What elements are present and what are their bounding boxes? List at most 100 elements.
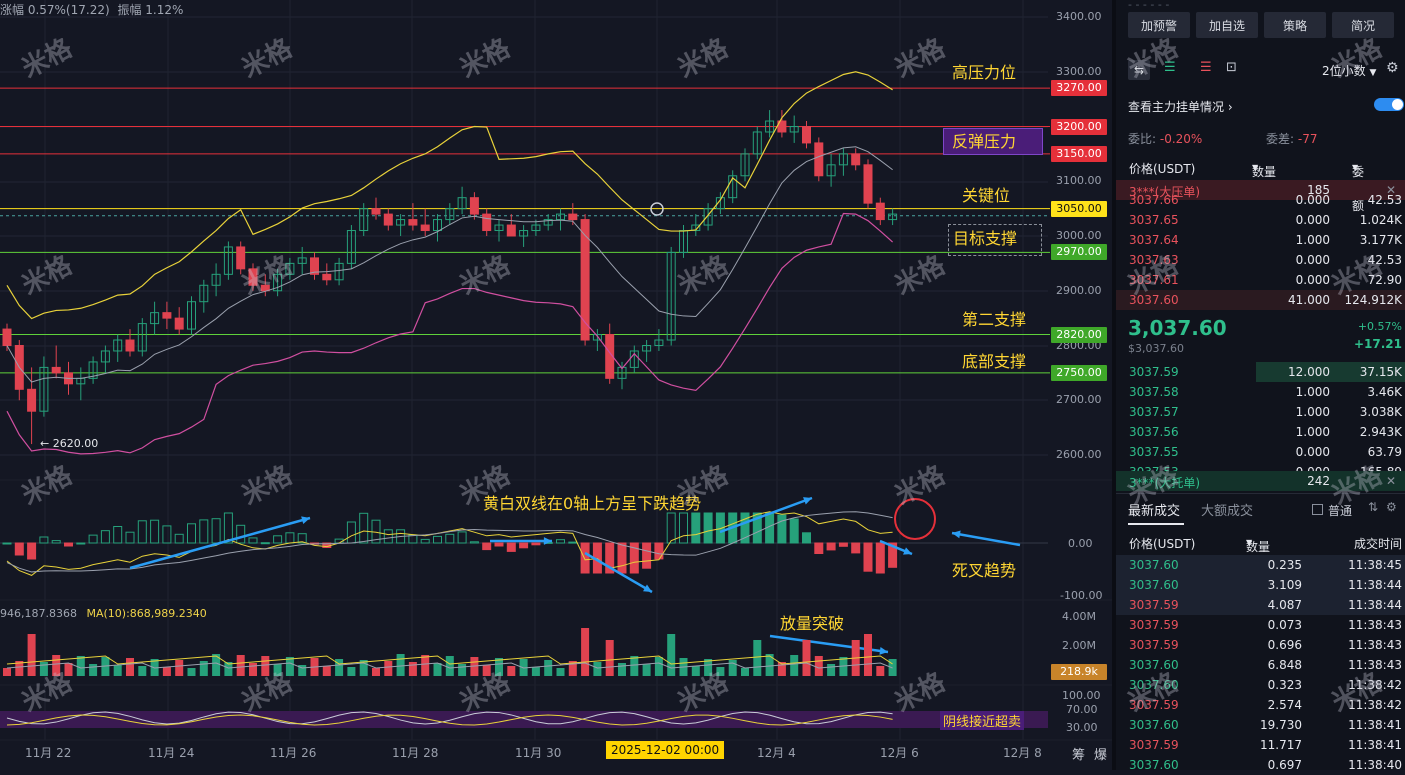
candle-body bbox=[396, 219, 406, 226]
candle-body bbox=[568, 213, 578, 221]
trade-row[interactable]: 3037.60 19.730 11:38:41 bbox=[1116, 715, 1405, 735]
annotation-second-support: 第二支撑 bbox=[962, 310, 1027, 329]
view-bids-icon[interactable]: ☰ bbox=[1164, 60, 1176, 75]
volume-bar bbox=[396, 654, 405, 676]
ask-row[interactable]: 3037.61 0.000 72.90 bbox=[1116, 270, 1405, 290]
volume-bar bbox=[138, 666, 147, 676]
trades-header: 价格(USDT) 数量(ETH) ▼ 成交时间 bbox=[1116, 532, 1405, 569]
trade-price: 3037.60 bbox=[1129, 578, 1179, 592]
trade-row[interactable]: 3037.59 11.717 11:38:41 bbox=[1116, 735, 1405, 755]
macd-bar bbox=[789, 518, 799, 544]
view-both-icon[interactable]: ⇆ bbox=[1128, 60, 1150, 80]
view-layout-icon[interactable]: ⊡ bbox=[1226, 60, 1237, 75]
trade-row[interactable]: 3037.60 0.235 11:38:45 bbox=[1116, 555, 1405, 575]
price-level-badge: 3150.00 bbox=[1051, 145, 1107, 162]
candle-body bbox=[211, 273, 221, 286]
settings-icon[interactable]: ⚙ bbox=[1386, 60, 1399, 76]
volume-bar bbox=[691, 666, 700, 676]
candle-body bbox=[187, 301, 196, 330]
close-icon[interactable]: ✕ bbox=[1386, 183, 1397, 197]
last-price: 3,037.60 bbox=[1128, 316, 1227, 340]
trade-row[interactable]: 3037.59 4.087 11:38:44 bbox=[1116, 595, 1405, 615]
boll-lower bbox=[6, 212, 893, 455]
overview-button[interactable]: 简况 bbox=[1332, 12, 1394, 38]
trade-time: 11:38:43 bbox=[1348, 638, 1402, 652]
strategy-button[interactable]: 策略 bbox=[1264, 12, 1326, 38]
bid-row[interactable]: 3037.56 1.000 2.943K bbox=[1116, 422, 1405, 442]
candle-body bbox=[777, 120, 787, 133]
big-bid-row[interactable]: 3***(大托单) 242 ✕ bbox=[1116, 471, 1405, 491]
macd-bar bbox=[346, 521, 356, 544]
trade-row[interactable]: 3037.60 0.697 11:38:40 bbox=[1116, 755, 1405, 775]
chip-icon[interactable]: 筹 bbox=[1072, 748, 1086, 763]
trade-row[interactable]: 3037.59 2.574 11:38:42 bbox=[1116, 695, 1405, 715]
macd-bar bbox=[51, 540, 61, 544]
trade-time: 11:38:44 bbox=[1348, 578, 1402, 592]
bid-qty: 1.000 bbox=[1295, 425, 1330, 439]
price-axis-label: 3300.00 bbox=[1056, 64, 1102, 78]
chevron-down-icon: ▼ bbox=[1369, 68, 1377, 78]
tab-large-trades[interactable]: 大额成交 bbox=[1201, 504, 1254, 519]
view-asks-icon[interactable]: ☰ bbox=[1200, 60, 1212, 75]
ask-row[interactable]: 3037.65 0.000 1.024K bbox=[1116, 210, 1405, 230]
ask-row[interactable]: 3037.60 41.000 124.912K bbox=[1116, 290, 1405, 310]
decimals-select[interactable]: 2位小数 ▼ bbox=[1322, 62, 1376, 79]
volume-bar bbox=[765, 654, 774, 676]
bid-row[interactable]: 3037.58 1.000 3.46K bbox=[1116, 382, 1405, 402]
volume-bar bbox=[187, 668, 196, 676]
ask-row[interactable]: 3037.66 0.000 42.53 bbox=[1116, 190, 1405, 210]
candle-body bbox=[506, 224, 516, 237]
macd-bar bbox=[433, 535, 442, 544]
trade-row[interactable]: 3037.59 0.073 11:38:43 bbox=[1116, 615, 1405, 635]
boll-upper bbox=[6, 71, 893, 320]
bid-row[interactable]: 3037.55 0.000 63.79 bbox=[1116, 442, 1405, 462]
close-icon[interactable]: ✕ bbox=[1386, 474, 1397, 488]
ask-row[interactable]: 3037.63 0.000 42.53 bbox=[1116, 250, 1405, 270]
candle-body bbox=[666, 251, 676, 341]
annotation-macd-note: 黄白双线在0轴上方呈下跌趋势 bbox=[483, 494, 702, 513]
macd-bar bbox=[64, 542, 73, 547]
time-axis-label: 12月 8 bbox=[1003, 746, 1042, 760]
amplitude-label: 振幅 1.12% bbox=[117, 3, 184, 17]
bid-row[interactable]: 3037.57 1.000 3.038K bbox=[1116, 402, 1405, 422]
ask-row[interactable]: 3037.64 1.000 3.177K bbox=[1116, 230, 1405, 250]
ask-price: 3037.63 bbox=[1129, 253, 1179, 267]
bid-row[interactable]: 3037.59 12.000 37.15K bbox=[1116, 362, 1405, 382]
volume-bar bbox=[642, 664, 651, 676]
orders-toggle[interactable] bbox=[1374, 98, 1404, 111]
liquidation-icon[interactable]: 爆 bbox=[1094, 748, 1108, 763]
macd-bar bbox=[838, 542, 848, 547]
volume-bar bbox=[285, 657, 294, 676]
macd-bar bbox=[777, 514, 787, 544]
trade-row[interactable]: 3037.60 0.323 11:38:42 bbox=[1116, 675, 1405, 695]
add-alert-button[interactable]: 加预警 bbox=[1128, 12, 1190, 38]
low-marker: ← 2620.00 bbox=[40, 437, 99, 450]
view-orders-link[interactable]: 查看主力挂单情况 › bbox=[1128, 100, 1233, 114]
macd-bar bbox=[666, 512, 676, 544]
volume-bar bbox=[224, 662, 233, 676]
macd-dea bbox=[6, 511, 893, 576]
candle-body bbox=[543, 219, 553, 226]
last-price-usd: $3,037.60 bbox=[1128, 342, 1184, 355]
trade-price: 3037.59 bbox=[1129, 698, 1179, 712]
filter-icon[interactable]: ⇅ bbox=[1368, 500, 1379, 514]
macd-bar bbox=[297, 533, 307, 544]
candle-body bbox=[371, 208, 381, 215]
volume-bar bbox=[347, 667, 356, 676]
big-ask-row[interactable]: 3***(大压单) 185 ✕ bbox=[1116, 180, 1405, 200]
add-watchlist-button[interactable]: 加自选 bbox=[1196, 12, 1258, 38]
trade-row[interactable]: 3037.59 0.696 11:38:43 bbox=[1116, 635, 1405, 655]
normal-checkbox[interactable]: 普通 bbox=[1312, 502, 1352, 519]
trade-price: 3037.60 bbox=[1129, 718, 1179, 732]
macd-bar bbox=[654, 542, 664, 560]
tab-latest-trades[interactable]: 最新成交 bbox=[1128, 500, 1184, 525]
arrow-macd-down-head bbox=[643, 584, 652, 592]
panel-divider[interactable] bbox=[1112, 0, 1116, 770]
trade-row[interactable]: 3037.60 6.848 11:38:43 bbox=[1116, 655, 1405, 675]
settings-icon[interactable]: ⚙ bbox=[1386, 500, 1397, 514]
volume-bar bbox=[162, 667, 171, 676]
price-axis-label: 3400.00 bbox=[1056, 10, 1102, 23]
price-axis-label: 2700.00 bbox=[1056, 393, 1102, 407]
trade-row[interactable]: 3037.60 3.109 11:38:44 bbox=[1116, 575, 1405, 595]
kline-chart[interactable]: 涨幅 0.57%(17.22) 振幅 1.12% 3400.00 3300.00 3… bbox=[0, 0, 1112, 770]
